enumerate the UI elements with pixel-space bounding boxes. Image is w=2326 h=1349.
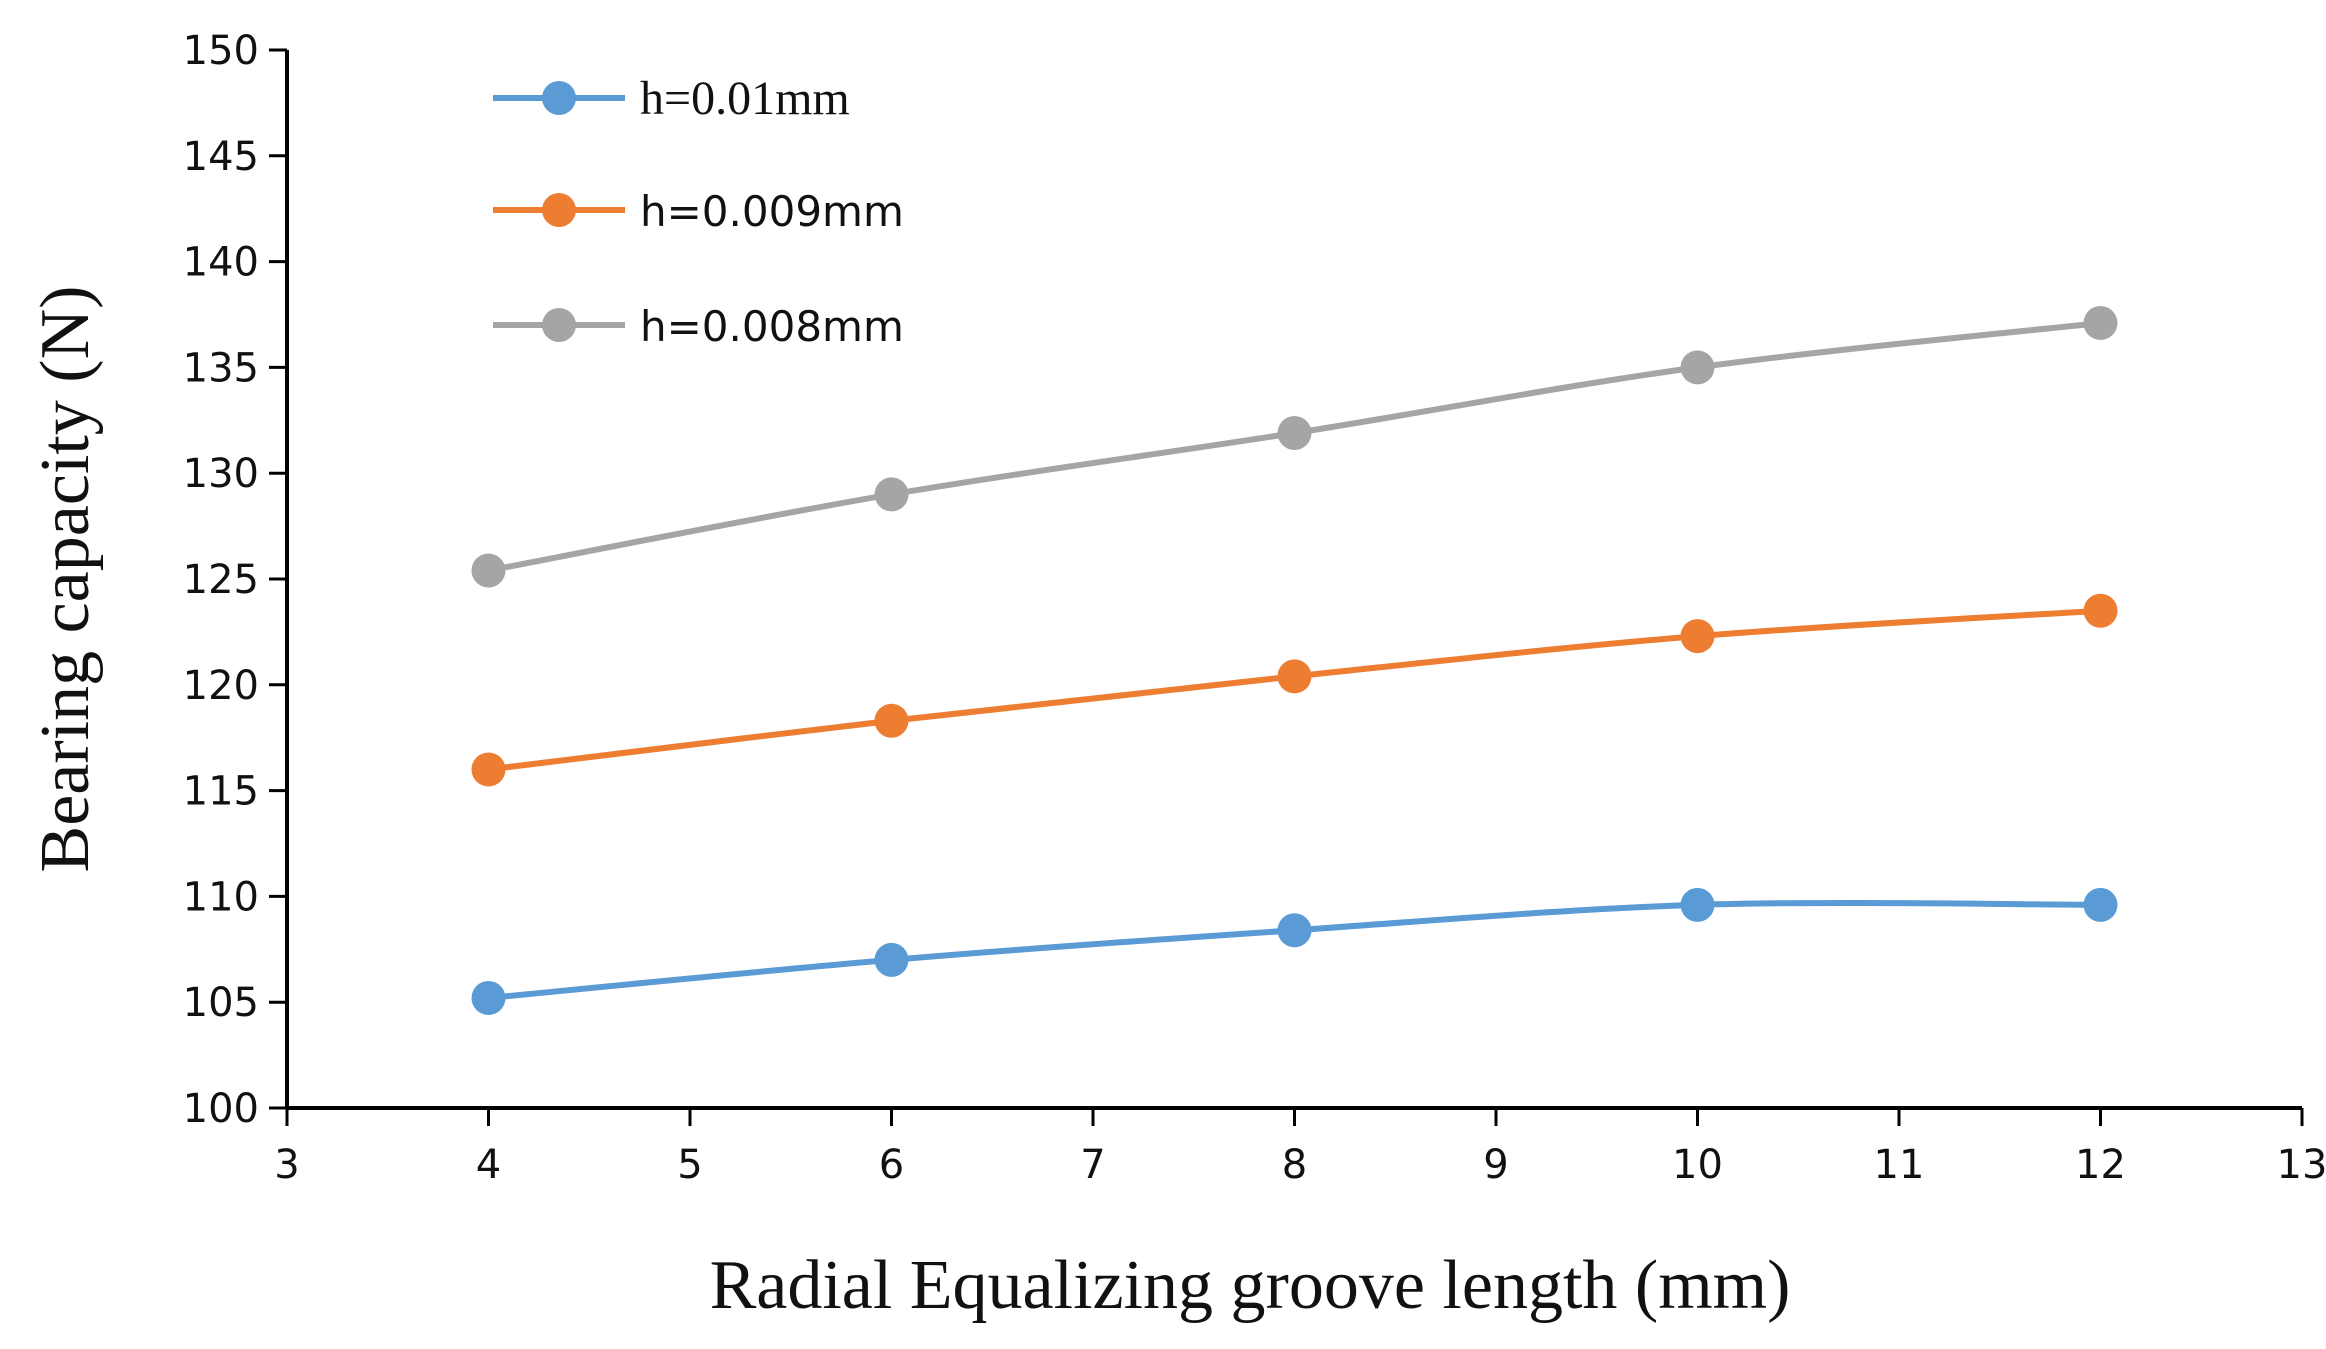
- legend-marker: [542, 193, 576, 227]
- y-tick-label: 130: [183, 451, 259, 497]
- x-tick-label: 11: [1874, 1142, 1925, 1188]
- data-point: [2083, 305, 2118, 340]
- y-axis-ticks: 100 105 110 115 120 125 130 135 140 145 150: [183, 28, 287, 1132]
- data-point: [471, 553, 506, 588]
- x-tick-label: 8: [1282, 1142, 1307, 1188]
- y-tick-label: 115: [183, 769, 259, 815]
- y-tick-label: 100: [183, 1086, 259, 1132]
- y-tick-label: 105: [183, 980, 259, 1026]
- data-point: [1680, 887, 1715, 922]
- data-point: [874, 942, 909, 977]
- x-axis-title: Radial Equalizing groove length (mm): [710, 1247, 1791, 1324]
- data-point: [874, 477, 909, 512]
- data-point: [1277, 415, 1312, 450]
- x-tick-label: 6: [879, 1142, 904, 1188]
- data-point: [874, 703, 909, 738]
- data-point: [471, 980, 506, 1015]
- y-tick-label: 110: [183, 874, 259, 920]
- data-point: [1680, 350, 1715, 385]
- y-tick-label: 145: [183, 134, 259, 180]
- legend: h=0.01mm h=0.009mm h=0.008mm: [493, 72, 904, 351]
- series-layer: [471, 305, 2118, 1015]
- y-axis-title: Bearing capacity (N): [27, 286, 104, 873]
- legend-label: h=0.01mm: [640, 72, 850, 125]
- data-point: [1277, 913, 1312, 948]
- data-point: [1680, 619, 1715, 654]
- legend-marker: [542, 308, 576, 342]
- data-point: [2083, 887, 2118, 922]
- data-point: [2083, 593, 2118, 628]
- y-tick-label: 120: [183, 663, 259, 709]
- x-tick-label: 12: [2075, 1142, 2126, 1188]
- x-tick-label: 9: [1483, 1142, 1508, 1188]
- x-tick-label: 10: [1672, 1142, 1723, 1188]
- x-axis-ticks: 3 4 5 6 7 8 9 10 11 12 13: [274, 1108, 2326, 1188]
- y-tick-label: 125: [183, 557, 259, 603]
- data-point: [1277, 659, 1312, 694]
- data-point: [471, 752, 506, 787]
- x-tick-label: 7: [1080, 1142, 1105, 1188]
- legend-marker: [542, 81, 576, 115]
- y-tick-label: 150: [183, 28, 259, 74]
- legend-label: h=0.008mm: [640, 302, 904, 351]
- x-tick-label: 3: [274, 1142, 299, 1188]
- x-tick-label: 13: [2277, 1142, 2326, 1188]
- x-tick-label: 4: [476, 1142, 501, 1188]
- y-tick-label: 140: [183, 240, 259, 286]
- legend-label: h=0.009mm: [640, 187, 904, 236]
- y-tick-label: 135: [183, 345, 259, 391]
- x-tick-label: 5: [677, 1142, 702, 1188]
